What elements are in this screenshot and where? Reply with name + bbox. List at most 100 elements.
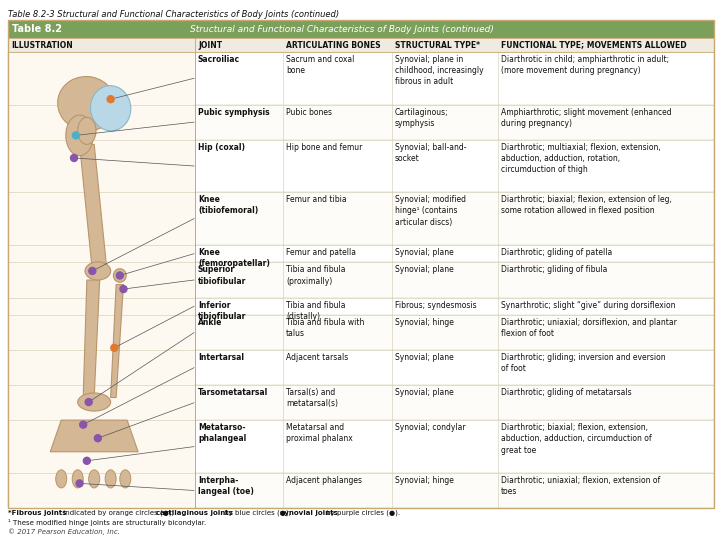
Circle shape	[80, 421, 86, 428]
Circle shape	[73, 132, 79, 139]
Text: Tibia and fibula
(distally): Tibia and fibula (distally)	[286, 301, 346, 321]
Text: Synovial; condylar: Synovial; condylar	[395, 423, 466, 433]
Text: Synovial; plane in
childhood, increasingly
fibrous in adult: Synovial; plane in childhood, increasing…	[395, 55, 484, 86]
Circle shape	[111, 345, 118, 352]
Polygon shape	[111, 285, 123, 397]
Text: Diarthrotic; uniaxial; dorsiflexion, and plantar
flexion of foot: Diarthrotic; uniaxial; dorsiflexion, and…	[501, 318, 677, 338]
Text: Diarthrotic; multiaxial; flexion, extension,
abduction, adduction, rotation,
cir: Diarthrotic; multiaxial; flexion, extens…	[501, 143, 661, 174]
Text: Amphiarthrotic; slight movement (enhanced
during pregnancy): Amphiarthrotic; slight movement (enhance…	[501, 107, 672, 128]
Text: Fibrous; syndesmosis: Fibrous; syndesmosis	[395, 301, 477, 309]
Text: Pubic bones: Pubic bones	[286, 107, 332, 117]
Circle shape	[71, 154, 78, 161]
Text: Structural and Functional Characteristics of Body Joints (continued): Structural and Functional Characteristic…	[190, 24, 494, 33]
Text: Inferior
tibiofibular: Inferior tibiofibular	[198, 301, 246, 321]
Ellipse shape	[72, 470, 84, 488]
Text: ILLUSTRATION: ILLUSTRATION	[11, 40, 73, 50]
Text: Diarthrotic; gliding of patella: Diarthrotic; gliding of patella	[501, 248, 612, 257]
Text: FUNCTIONAL TYPE; MOVEMENTS ALLOWED: FUNCTIONAL TYPE; MOVEMENTS ALLOWED	[501, 40, 687, 50]
Text: Knee
(tibiofemoral): Knee (tibiofemoral)	[198, 195, 258, 215]
Bar	[8, 192, 714, 245]
Bar	[8, 245, 714, 262]
Circle shape	[117, 272, 123, 279]
Ellipse shape	[58, 77, 116, 131]
Text: Diarthrotic; biaxial; flexion, extension,
abduction, adduction, circumduction of: Diarthrotic; biaxial; flexion, extension…	[501, 423, 652, 455]
Text: Adjacent tarsals: Adjacent tarsals	[286, 353, 348, 362]
Text: synovial joints: synovial joints	[280, 510, 338, 516]
Text: Diarthrotic; gliding of fibula: Diarthrotic; gliding of fibula	[501, 266, 608, 274]
Bar	[8, 350, 714, 385]
Bar	[8, 473, 714, 508]
Text: Diarthrotic in child; amphiarthrotic in adult;
(more movement during pregnancy): Diarthrotic in child; amphiarthrotic in …	[501, 55, 669, 75]
Circle shape	[85, 399, 92, 406]
Text: Table 8.2-3 Structural and Functional Characteristics of Body Joints (continued): Table 8.2-3 Structural and Functional Ch…	[8, 10, 339, 19]
Ellipse shape	[85, 262, 111, 280]
Bar	[8, 315, 714, 350]
Text: Tarsal(s) and
metatarsal(s): Tarsal(s) and metatarsal(s)	[286, 388, 338, 408]
Text: Adjacent phalanges: Adjacent phalanges	[286, 476, 362, 485]
Circle shape	[120, 286, 127, 293]
Polygon shape	[50, 420, 138, 452]
Bar	[8, 262, 714, 298]
Polygon shape	[79, 144, 107, 271]
Ellipse shape	[120, 470, 131, 488]
Text: Tarsometatarsal: Tarsometatarsal	[198, 388, 269, 397]
Text: Synovial; modified
hinge¹ (contains
articular discs): Synovial; modified hinge¹ (contains arti…	[395, 195, 466, 226]
Text: Synovial; ball-and-
socket: Synovial; ball-and- socket	[395, 143, 467, 163]
Text: STRUCTURAL TYPE*: STRUCTURAL TYPE*	[395, 40, 480, 50]
Text: Sacroiliac: Sacroiliac	[198, 55, 240, 64]
Text: by purple circles (●).: by purple circles (●).	[324, 510, 400, 516]
Text: Table 8.2: Table 8.2	[12, 24, 62, 34]
Circle shape	[94, 435, 102, 442]
Bar	[8, 20, 714, 38]
Ellipse shape	[78, 117, 96, 144]
Circle shape	[84, 457, 91, 464]
Text: Diarthrotic; uniaxial; flexion, extension of
toes: Diarthrotic; uniaxial; flexion, extensio…	[501, 476, 660, 496]
Text: Femur and tibia: Femur and tibia	[286, 195, 346, 204]
Text: Pubic symphysis: Pubic symphysis	[198, 107, 269, 117]
Text: Synovial; plane: Synovial; plane	[395, 353, 454, 362]
Ellipse shape	[105, 470, 116, 488]
Ellipse shape	[91, 86, 131, 131]
Text: Tibia and fibula
(proximally): Tibia and fibula (proximally)	[286, 266, 346, 286]
Text: Synovial; plane: Synovial; plane	[395, 266, 454, 274]
Text: © 2017 Pearson Education, Inc.: © 2017 Pearson Education, Inc.	[8, 528, 120, 535]
Bar	[8, 298, 714, 315]
Text: JOINT: JOINT	[198, 40, 222, 50]
Text: Synovial; hinge: Synovial; hinge	[395, 476, 454, 485]
Text: Cartilaginous;
symphysis: Cartilaginous; symphysis	[395, 107, 449, 128]
Circle shape	[107, 96, 114, 103]
Text: ARTICULATING BONES: ARTICULATING BONES	[286, 40, 381, 50]
Ellipse shape	[78, 393, 111, 411]
Ellipse shape	[55, 470, 67, 488]
Ellipse shape	[66, 115, 94, 156]
Text: Synarthrotic; slight “give” during dorsiflexion: Synarthrotic; slight “give” during dorsi…	[501, 301, 675, 309]
Bar	[8, 38, 714, 52]
Bar	[8, 52, 714, 105]
Bar	[8, 105, 714, 140]
Bar	[8, 140, 714, 192]
Ellipse shape	[89, 470, 99, 488]
Text: Synovial; hinge: Synovial; hinge	[395, 318, 454, 327]
Text: Diarthrotic; gliding of metatarsals: Diarthrotic; gliding of metatarsals	[501, 388, 631, 397]
Text: *Fibrous joints: *Fibrous joints	[8, 510, 66, 516]
Text: Tibia and fibula with
talus: Tibia and fibula with talus	[286, 318, 364, 338]
Bar	[8, 52, 195, 508]
Text: Synovial; plane: Synovial; plane	[395, 248, 454, 257]
Text: by blue circles (●);: by blue circles (●);	[222, 510, 293, 516]
Text: Hip (coxal): Hip (coxal)	[198, 143, 245, 152]
Text: indicated by orange circles (●);: indicated by orange circles (●);	[61, 510, 176, 516]
Text: Diarthrotic; biaxial; flexion, extension of leg,
some rotation allowed in flexed: Diarthrotic; biaxial; flexion, extension…	[501, 195, 672, 215]
Text: Metatarsal and
proximal phalanx: Metatarsal and proximal phalanx	[286, 423, 353, 443]
Text: Metatarso-
phalangeal: Metatarso- phalangeal	[198, 423, 246, 443]
Bar	[8, 385, 714, 420]
Text: Hip bone and femur: Hip bone and femur	[286, 143, 362, 152]
Text: Superior
tibiofibular: Superior tibiofibular	[198, 266, 246, 286]
Circle shape	[89, 267, 96, 274]
Text: cartilaginous joints: cartilaginous joints	[156, 510, 233, 516]
Text: Synovial; plane: Synovial; plane	[395, 388, 454, 397]
Text: Intertarsal: Intertarsal	[198, 353, 244, 362]
Text: Diarthrotic; gliding; inversion and eversion
of foot: Diarthrotic; gliding; inversion and ever…	[501, 353, 665, 373]
Ellipse shape	[113, 269, 126, 282]
Polygon shape	[84, 280, 99, 397]
Text: Femur and patella: Femur and patella	[286, 248, 356, 257]
